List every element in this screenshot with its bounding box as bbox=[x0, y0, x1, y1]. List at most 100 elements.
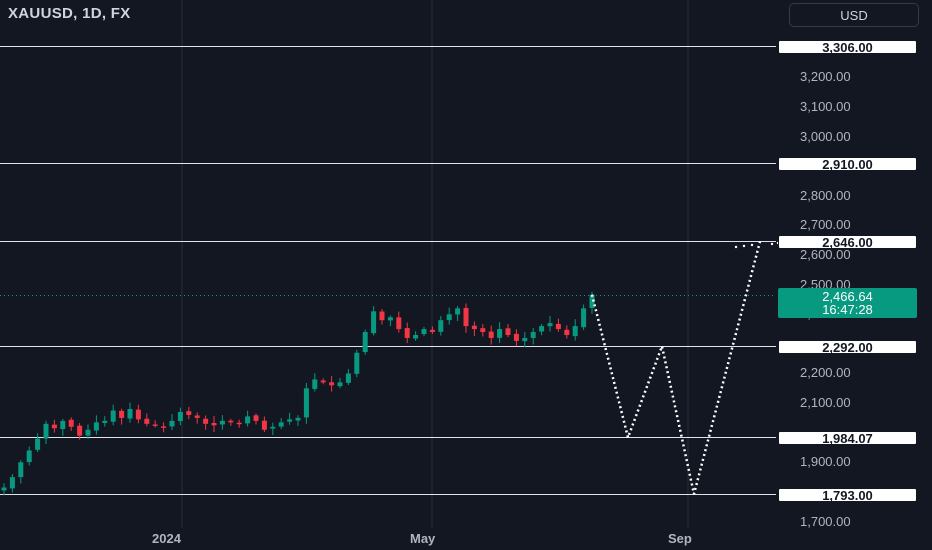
price-axis-tick: 1,700.00 bbox=[800, 513, 851, 529]
candle-body bbox=[203, 418, 209, 424]
time-label-sep: Sep bbox=[668, 531, 692, 546]
candle-body bbox=[144, 418, 150, 424]
bar-countdown: 16:47:28 bbox=[822, 302, 873, 317]
price-axis-tick: 2,500.00 bbox=[800, 276, 851, 292]
candle-body bbox=[497, 329, 503, 338]
projection-dot bbox=[742, 244, 746, 248]
candle-body bbox=[135, 409, 141, 420]
level-label: 3,306.00 bbox=[778, 40, 917, 55]
candle-body bbox=[68, 419, 74, 427]
candle-body bbox=[60, 420, 66, 430]
candle-body bbox=[387, 317, 393, 321]
projection-dot bbox=[734, 245, 738, 249]
price-axis-tick: 3,000.00 bbox=[800, 128, 851, 144]
candle-body bbox=[354, 352, 360, 374]
candle-body bbox=[119, 410, 125, 418]
candle-body bbox=[43, 423, 49, 439]
projection-path bbox=[590, 241, 762, 495]
candle-body bbox=[1, 487, 7, 491]
projection-dot bbox=[750, 243, 754, 247]
candle-body bbox=[245, 416, 251, 424]
candle-body bbox=[152, 424, 158, 426]
candle-body bbox=[18, 462, 24, 478]
time-label-may: May bbox=[410, 531, 436, 546]
candle-body bbox=[295, 417, 301, 421]
symbol-title[interactable]: XAUUSD, 1D, FX bbox=[8, 5, 131, 22]
candle-body bbox=[480, 328, 486, 333]
candle-body bbox=[35, 438, 41, 450]
candle-body bbox=[77, 425, 83, 436]
candle-body bbox=[345, 373, 351, 383]
level-label: 2,910.00 bbox=[778, 157, 917, 172]
candle-body bbox=[211, 422, 217, 426]
candle-body bbox=[362, 332, 368, 353]
candle-body bbox=[413, 334, 419, 339]
candle-body bbox=[564, 329, 570, 335]
current-price-value: 2,466.64 bbox=[822, 289, 873, 304]
time-label-2024: 2024 bbox=[152, 531, 181, 546]
candle-body bbox=[455, 308, 461, 315]
level-label: 2,646.00 bbox=[778, 235, 917, 250]
candle-body bbox=[312, 379, 318, 389]
candle-body bbox=[404, 328, 410, 338]
price-axis-tick: 2,100.00 bbox=[800, 395, 851, 411]
candle-body bbox=[93, 422, 99, 431]
candle-body bbox=[329, 382, 335, 386]
candle-body bbox=[488, 331, 494, 338]
price-axis-tick: 2,200.00 bbox=[800, 365, 851, 381]
candle-body bbox=[278, 422, 284, 427]
candle-body bbox=[429, 329, 435, 333]
candle-body bbox=[581, 308, 587, 328]
candle-body bbox=[26, 450, 32, 463]
candle-body bbox=[169, 420, 175, 427]
candle-body bbox=[270, 426, 276, 429]
candle-body bbox=[421, 329, 427, 335]
level-label: 1,984.07 bbox=[778, 431, 917, 446]
price-axis-tick: 2,600.00 bbox=[800, 247, 851, 263]
candle-body bbox=[539, 326, 545, 332]
candle-body bbox=[471, 325, 477, 330]
candle-body bbox=[320, 380, 326, 383]
candle-body bbox=[51, 424, 57, 429]
candle-body bbox=[287, 419, 293, 422]
candle-body bbox=[371, 311, 377, 334]
candle-body bbox=[186, 411, 192, 415]
candle-body bbox=[85, 429, 91, 436]
candle-body bbox=[177, 411, 183, 422]
candle-body bbox=[572, 326, 578, 337]
candle-body bbox=[589, 294, 595, 308]
price-axis-tick: 2,800.00 bbox=[800, 187, 851, 203]
candle-body bbox=[228, 420, 234, 423]
candle-body bbox=[303, 388, 309, 418]
candle-body bbox=[530, 332, 536, 338]
candle-body bbox=[547, 323, 553, 327]
candle-body bbox=[261, 420, 267, 430]
candle-body bbox=[219, 420, 225, 425]
projection-dot bbox=[770, 242, 774, 246]
candle-body bbox=[337, 382, 343, 387]
level-label: 2,292.00 bbox=[778, 340, 917, 355]
current-price-badge: 2,466.64 16:47:28 bbox=[778, 288, 917, 318]
candle-body bbox=[9, 477, 15, 489]
candle-body bbox=[555, 323, 561, 330]
candle-body bbox=[522, 337, 528, 342]
candle-body bbox=[127, 409, 133, 419]
candle-body bbox=[110, 410, 116, 422]
candle-body bbox=[446, 314, 452, 321]
candle-body bbox=[161, 426, 167, 428]
candle-body bbox=[505, 328, 511, 335]
candle-body bbox=[379, 311, 385, 321]
candle-body bbox=[102, 420, 108, 423]
price-axis-tick: 3,200.00 bbox=[800, 69, 851, 85]
level-label: 1,793.00 bbox=[778, 488, 917, 503]
candle-body bbox=[438, 320, 444, 332]
candle-body bbox=[236, 422, 242, 425]
price-axis-tick: 2,700.00 bbox=[800, 217, 851, 233]
candle-body bbox=[463, 307, 469, 327]
candle-body bbox=[194, 415, 200, 418]
candle-body bbox=[396, 317, 402, 330]
currency-button[interactable]: USD bbox=[789, 3, 919, 27]
candle-body bbox=[253, 415, 259, 421]
